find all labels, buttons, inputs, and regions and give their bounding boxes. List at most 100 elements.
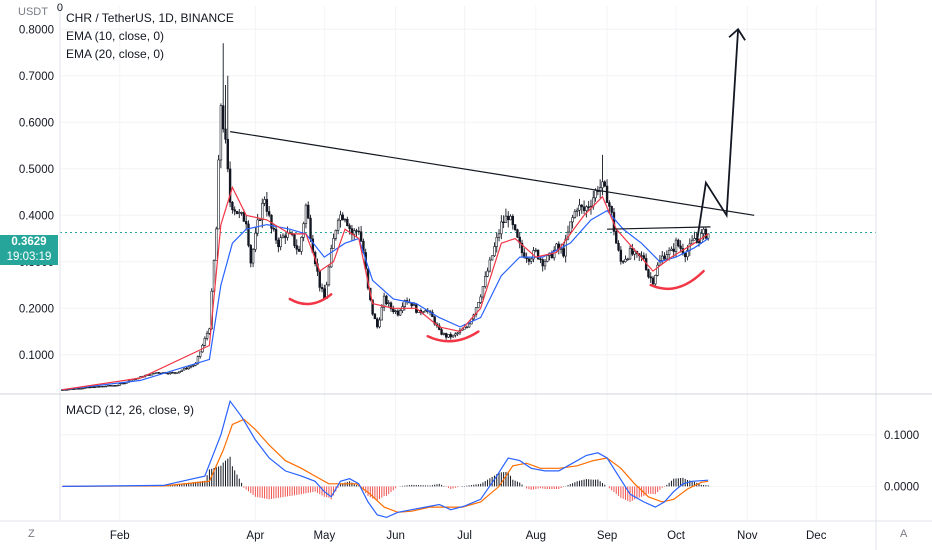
candle xyxy=(484,271,487,289)
candle-body xyxy=(203,338,207,346)
candle-body xyxy=(626,258,629,261)
candle-body xyxy=(497,233,501,238)
candle xyxy=(224,85,227,144)
candle-body xyxy=(582,206,586,211)
candle-body xyxy=(403,300,406,307)
candle-body xyxy=(520,242,524,254)
candle-body xyxy=(258,219,262,221)
candle-body xyxy=(387,302,390,305)
candle-body xyxy=(424,310,427,313)
candle-body xyxy=(79,388,82,390)
candle-body xyxy=(488,259,492,272)
candle xyxy=(628,245,632,261)
candle xyxy=(516,228,519,238)
macd-legend[interactable]: MACD (12, 26, close, 9) xyxy=(66,403,195,417)
candle-body xyxy=(224,128,227,140)
timezone-button[interactable]: Z xyxy=(28,528,35,540)
candle-body xyxy=(474,307,478,316)
candle xyxy=(178,371,181,374)
candle xyxy=(497,229,501,242)
candle-body xyxy=(433,316,436,325)
candle xyxy=(530,257,533,265)
candle-body xyxy=(102,385,105,388)
last-price-value: 0.3629 xyxy=(11,236,47,248)
candle xyxy=(688,238,692,257)
candle xyxy=(454,332,457,338)
candle-body xyxy=(631,248,634,255)
candle xyxy=(97,386,101,388)
rounded-bottom-arc xyxy=(426,330,480,343)
candle xyxy=(176,372,179,374)
candle-body xyxy=(412,304,416,307)
candle-body xyxy=(274,228,278,241)
candle xyxy=(610,205,613,215)
candle xyxy=(359,225,363,242)
candle-body xyxy=(304,204,308,224)
candle xyxy=(205,330,209,341)
candle-body xyxy=(594,190,597,199)
candle xyxy=(123,382,126,385)
symbol-title[interactable]: CHR / TetherUS, 1D, BINANCE xyxy=(66,11,234,25)
candle-body xyxy=(385,295,388,305)
currency-label: USDT 0 xyxy=(18,2,63,18)
candle xyxy=(336,218,340,235)
candle-body xyxy=(272,228,275,230)
candle xyxy=(575,207,579,217)
candle xyxy=(111,385,115,387)
candle-body xyxy=(589,205,593,208)
candle xyxy=(155,372,158,374)
candle-body xyxy=(575,209,579,212)
candle xyxy=(569,221,572,235)
candle xyxy=(500,215,503,240)
candle-body xyxy=(107,385,110,387)
candle-body xyxy=(442,333,446,335)
candle xyxy=(631,243,634,256)
candle xyxy=(378,317,381,329)
candle-body xyxy=(670,248,673,251)
candle xyxy=(481,286,485,300)
candle-body xyxy=(109,385,112,387)
candle-body xyxy=(153,372,156,375)
candle-body xyxy=(667,250,671,255)
candle-body xyxy=(192,364,195,367)
candle xyxy=(444,332,448,340)
candle xyxy=(621,259,625,264)
candle xyxy=(281,233,285,239)
candle xyxy=(81,387,85,390)
ema20-legend[interactable]: EMA (20, close, 0) xyxy=(66,47,165,61)
candle xyxy=(589,199,593,215)
candle-body xyxy=(100,385,103,388)
candle xyxy=(672,243,675,258)
candle-body xyxy=(336,219,340,231)
candle-body xyxy=(479,296,482,303)
candle xyxy=(355,228,358,237)
candle-body xyxy=(309,217,312,240)
candle xyxy=(467,322,471,328)
candle xyxy=(382,292,386,312)
candle-body xyxy=(355,230,358,232)
candle xyxy=(447,334,450,339)
candle xyxy=(502,215,505,229)
candle-body xyxy=(104,385,108,388)
candle-body xyxy=(704,228,708,239)
candle-body xyxy=(205,333,209,339)
candle xyxy=(571,214,574,229)
candle-body xyxy=(249,245,252,264)
candle-body xyxy=(382,295,386,308)
candle-body xyxy=(603,181,606,187)
candle-body xyxy=(449,334,452,338)
ema10-legend[interactable]: EMA (10, close, 0) xyxy=(66,29,165,43)
candle-body xyxy=(394,310,397,313)
candle xyxy=(304,203,308,229)
candle-body xyxy=(81,387,85,390)
auto-scale-button[interactable]: A xyxy=(900,528,908,540)
candle xyxy=(343,218,347,223)
candle xyxy=(449,332,452,340)
candle xyxy=(166,372,170,375)
candle xyxy=(373,312,377,320)
candle xyxy=(665,250,669,260)
candle-body xyxy=(180,369,184,372)
candle xyxy=(249,244,252,268)
candle-body xyxy=(373,313,377,320)
candle-body xyxy=(88,386,92,389)
